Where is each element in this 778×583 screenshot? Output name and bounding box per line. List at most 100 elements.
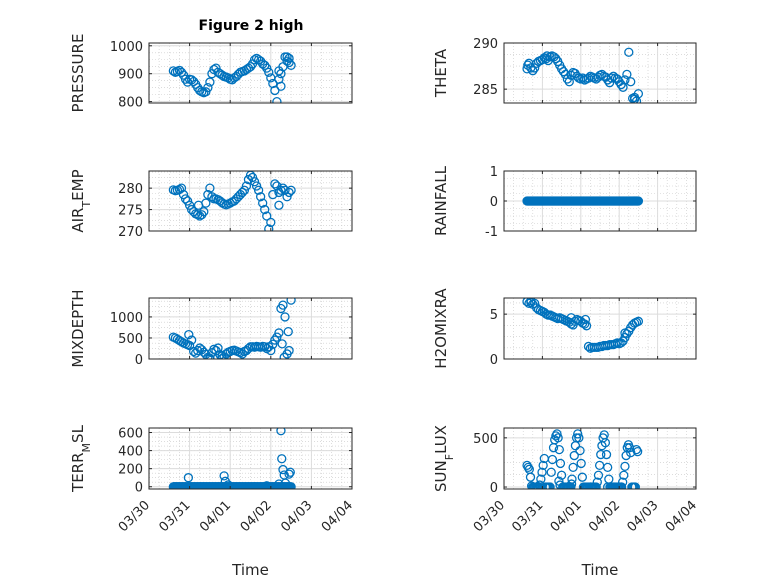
data-point: [180, 194, 191, 204]
data-point: [525, 472, 536, 482]
data-point: [235, 348, 246, 358]
y-axis-label: AIRTEMP: [69, 169, 93, 232]
data-point: [176, 183, 187, 193]
data-point: [262, 211, 272, 221]
data-point: [241, 181, 252, 191]
y-tick-label: -1: [485, 225, 498, 240]
data-point: [604, 474, 614, 484]
data-point: [286, 185, 296, 195]
data-point: [545, 482, 555, 489]
subplot-3: 270 275 280 AIRTEMP: [69, 169, 353, 240]
data-point: [593, 470, 604, 480]
data-point: [629, 92, 640, 103]
y-tick-label: 500: [118, 332, 143, 347]
data-point: [624, 47, 634, 57]
y-tick-label: 290: [473, 37, 498, 52]
data-point: [626, 447, 636, 458]
x-tick-label: 03/30: [471, 498, 508, 535]
data-point: [274, 66, 284, 76]
data-point: [245, 62, 256, 72]
data-point: [555, 480, 565, 489]
data-point: [270, 179, 280, 189]
data-point: [186, 335, 197, 345]
y-label-subscript: F: [443, 454, 456, 460]
data-point: [284, 57, 294, 68]
subplot-4: -1 0 1 RAINFALL: [432, 165, 697, 240]
y-tick-label: 275: [118, 204, 143, 219]
data-point: [551, 431, 561, 441]
data-point: [537, 467, 547, 477]
data-point: [567, 474, 577, 484]
y-tick-label: 285: [473, 83, 498, 98]
data-point: [630, 482, 640, 489]
data-point: [568, 462, 578, 473]
data-point: [184, 200, 195, 210]
data-point: [603, 462, 613, 473]
subplot-7: 0 200 400 600 03/30 03/31 04/01 04/02 04/03 04/04…: [69, 424, 356, 579]
data-point: [237, 187, 248, 198]
data-point: [284, 469, 294, 479]
y-axis-label: RAINFALL: [432, 165, 450, 236]
data-point: [555, 458, 566, 469]
data-point: [253, 185, 264, 195]
data-point: [553, 433, 563, 443]
data-point: [209, 344, 219, 354]
data-point: [282, 52, 292, 62]
y-tick-label: 600: [118, 427, 143, 442]
x-tick-label: 04/03: [278, 498, 315, 535]
data-point: [620, 328, 630, 338]
y-tick-label: 280: [118, 182, 143, 197]
data-point: [523, 462, 533, 473]
data-point: [600, 438, 611, 448]
x-tick-label: 04/04: [319, 498, 356, 535]
series-AIR_TEMP: [168, 171, 296, 231]
data-point: [205, 183, 215, 193]
data-point: [566, 479, 577, 489]
subplot-8: 0 500 03/30 03/31 04/01 04/02 04/03 04/04 Time SU…: [432, 425, 700, 579]
data-point: [624, 443, 635, 453]
y-tick-label: 1000: [110, 311, 143, 326]
data-point: [277, 454, 287, 464]
y-tick-label: 270: [118, 225, 143, 240]
subplot-6: 0 5 H2OMIXRA: [432, 288, 697, 369]
data-point: [260, 60, 270, 70]
data-point: [183, 473, 194, 483]
y-tick-label: 0: [490, 481, 498, 496]
series-SUN_FLUX: [522, 429, 643, 489]
axes-box: [503, 297, 697, 360]
y-tick-label: 400: [118, 445, 143, 460]
data-point: [199, 207, 209, 217]
data-point: [601, 449, 612, 460]
data-point: [239, 185, 250, 195]
data-point: [213, 343, 223, 353]
data-point: [264, 67, 274, 77]
data-point: [596, 449, 606, 460]
y-tick-label: 500: [473, 432, 498, 447]
subplot-5: 0 500 1000 MIXDEPTH: [69, 289, 353, 368]
data-point: [249, 177, 260, 187]
y-tick-label: 1: [490, 165, 498, 180]
y-label-part: SUN: [432, 460, 450, 492]
data-point: [633, 316, 644, 326]
y-tick-label: 0: [135, 481, 143, 496]
data-point: [631, 444, 642, 455]
data-point: [526, 63, 536, 73]
y-tick-label: 200: [118, 463, 143, 478]
data-point: [182, 196, 193, 206]
series-THETA: [522, 47, 644, 103]
y-tick-label: 1000: [110, 40, 143, 55]
y-tick-label: 800: [118, 96, 143, 111]
y-axis-label: THETA: [432, 48, 450, 98]
data-point: [577, 472, 587, 482]
data-point: [255, 192, 266, 202]
data-point: [272, 96, 282, 103]
data-point: [616, 482, 627, 489]
data-point: [274, 479, 284, 489]
x-tick-label: 03/30: [116, 498, 153, 535]
data-point: [633, 196, 644, 206]
axes-box: [503, 42, 697, 104]
axes-box: [503, 427, 697, 490]
data-point: [219, 471, 229, 481]
data-point: [282, 56, 292, 66]
data-point: [251, 181, 262, 191]
